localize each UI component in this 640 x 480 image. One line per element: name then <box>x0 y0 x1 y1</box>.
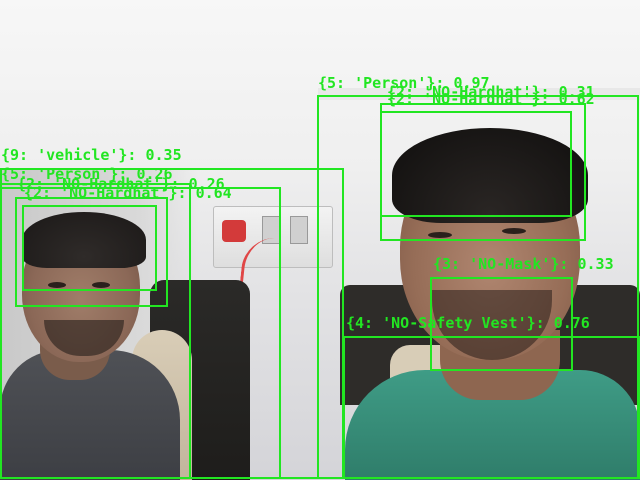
label-no-mask: {3: 'NO-Mask'}: 0.33 <box>433 255 614 273</box>
bbox-no-hardhat-right-outer <box>380 103 586 241</box>
bbox-person-left <box>0 183 191 479</box>
bbox-no-hardhat-left-inner <box>22 205 157 291</box>
label-no-hardhat-right-outer: {2: 'NO-Hardhat'}: 0.31 <box>387 83 595 101</box>
label-no-hardhat-left-inner: {2: 'NO-Hardhat'}: 0.64 <box>24 184 232 202</box>
bbox-no-hardhat-left-mid <box>15 197 168 307</box>
bbox-person-right <box>317 95 639 479</box>
label-no-hardhat-right-inner: {2: 'NO-Hardhat'}: 0.62 <box>387 90 595 108</box>
bbox-no-hardhat-right-inner <box>380 111 572 217</box>
bbox-vehicle <box>0 168 344 479</box>
label-no-safety-vest: {4: 'NO-Safety Vest'}: 0.76 <box>346 314 590 332</box>
eye <box>48 282 66 288</box>
red-plug <box>222 220 246 242</box>
socket <box>290 216 308 244</box>
bbox-no-safety-vest <box>343 336 640 479</box>
bbox-no-hardhat-left-outer <box>0 187 281 479</box>
person-right-hair <box>392 128 588 223</box>
bbox-no-mask <box>430 277 573 371</box>
label-person-right: {5: 'Person'}: 0.97 <box>318 74 490 92</box>
label-person-left: {5: 'Person'}: 0.26 <box>1 165 173 183</box>
eye <box>502 228 526 234</box>
eye <box>428 232 452 238</box>
label-no-hardhat-left-outer: {2: 'NO-Hardhat'}: 0.26 <box>17 175 225 193</box>
label-vehicle: {9: 'vehicle'}: 0.35 <box>1 146 182 164</box>
eye <box>92 282 110 288</box>
person-left-hair <box>22 212 146 268</box>
